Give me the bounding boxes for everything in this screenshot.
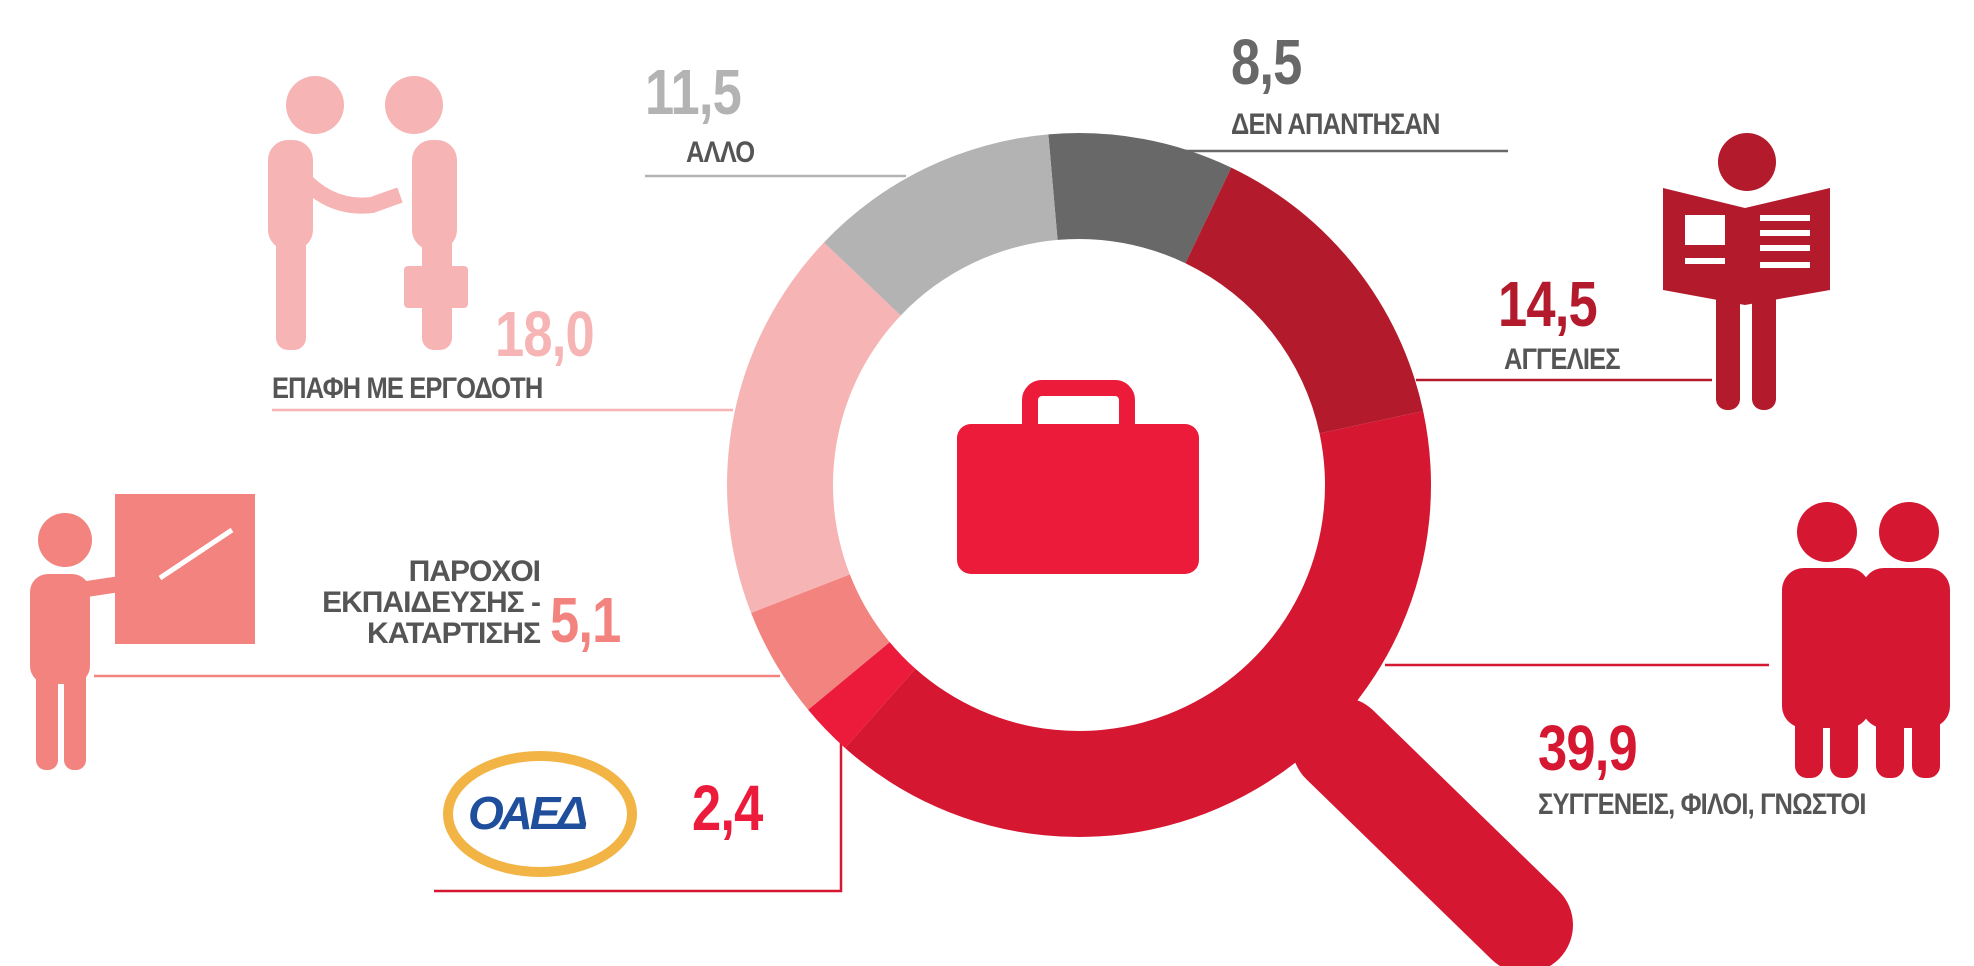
leader-line xyxy=(434,743,843,893)
category-label: ΣΥΓΓΕΝΕΙΣ, ΦΙΛΟΙ, ΓΝΩΣΤΟΙ xyxy=(1538,788,1867,821)
magnifier-handle xyxy=(1292,697,1573,966)
handshake-icon xyxy=(268,76,468,350)
value-label: 8,5 xyxy=(1231,26,1302,98)
category-label: ΔΕΝ ΑΠΑΝΤΗΣΑΝ xyxy=(1231,108,1440,141)
briefcase-icon xyxy=(957,380,1199,574)
value-label: 18,0 xyxy=(495,298,595,370)
category-label: ΑΓΓΕΛΙΕΣ xyxy=(1504,343,1621,376)
oaed-logo-text: ΟΑΕΔ xyxy=(468,787,588,839)
value-label: 5,1 xyxy=(550,584,621,656)
value-label: 39,9 xyxy=(1538,712,1638,784)
value-label: 14,5 xyxy=(1498,268,1598,340)
category-label: ΑΛΛΟ xyxy=(686,136,755,169)
donut-segment xyxy=(727,242,901,613)
category-label: ΕΠΑΦΗ ΜΕ ΕΡΓΟΔΟΤΗ xyxy=(272,372,543,405)
friends-icon xyxy=(1782,502,1950,778)
donut-segment xyxy=(808,642,916,748)
donut xyxy=(727,132,1431,837)
teacher-icon xyxy=(30,494,255,770)
donut-segment xyxy=(1185,167,1424,434)
donut-segment xyxy=(844,411,1431,837)
donut-segment xyxy=(823,134,1058,316)
value-label: 2,4 xyxy=(692,772,763,844)
donut-segment xyxy=(1048,132,1232,264)
leader-lines xyxy=(94,149,1769,893)
oaed-logo xyxy=(443,751,637,877)
newspaper-icon xyxy=(1663,133,1830,410)
donut-segment xyxy=(751,574,890,710)
category-label: ΠΑΡΟΧΟΙ ΕΚΠΑΙΔΕΥΣΗΣ - ΚΑΤΑΡΤΙΣΗΣ xyxy=(322,555,541,650)
value-label: 11,5 xyxy=(645,56,742,128)
